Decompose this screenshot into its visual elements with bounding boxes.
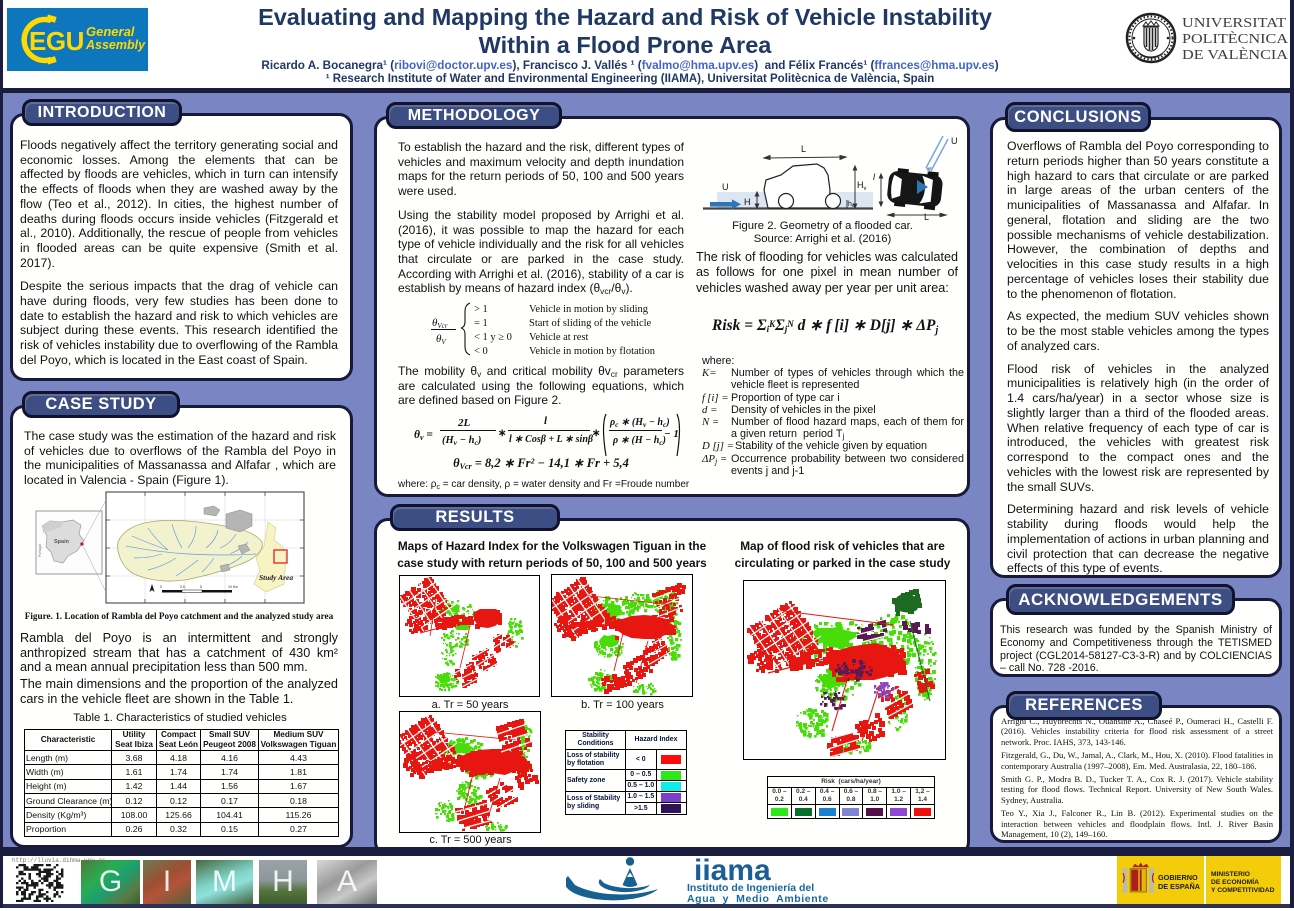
- svg-text:ρc ∗ (Hv − hc): ρc ∗ (Hv − hc): [609, 417, 670, 429]
- svg-text:UNIVERSITAT: UNIVERSITAT: [1182, 16, 1287, 31]
- svg-text:0: 0: [160, 585, 162, 589]
- svg-text:Y COMPETITIVIDAD: Y COMPETITIVIDAD: [1211, 887, 1275, 894]
- svg-text:ρ ∗ (H − hc): ρ ∗ (H − hc): [612, 435, 666, 447]
- svg-text:< 0: < 0: [474, 346, 488, 357]
- svg-text:hc: hc: [848, 201, 855, 209]
- svg-text:− 1: − 1: [664, 428, 679, 440]
- svg-text:Assembly: Assembly: [85, 38, 146, 52]
- svg-text:θv =: θv =: [414, 429, 433, 442]
- svg-text:General: General: [86, 24, 135, 39]
- svg-text:∗: ∗: [592, 428, 600, 439]
- svg-text:Spain: Spain: [54, 539, 70, 545]
- svg-text:l: l: [873, 172, 876, 182]
- svg-text:5: 5: [200, 585, 202, 589]
- svg-text:H: H: [744, 197, 751, 207]
- svg-text:> 1: > 1: [474, 304, 488, 315]
- svg-text:DE ECONOMÍA: DE ECONOMÍA: [1211, 877, 1259, 886]
- svg-text:< 1 y ≥ 0: < 1 y ≥ 0: [474, 332, 512, 343]
- svg-text:2L: 2L: [457, 417, 471, 429]
- svg-text:DE ESPAÑA: DE ESPAÑA: [1158, 882, 1201, 891]
- svg-text:L: L: [924, 212, 929, 220]
- svg-text:EGU: EGU: [29, 26, 84, 56]
- svg-text:l ∗ Cosβ + L ∗ sinβ: l ∗ Cosβ + L ∗ sinβ: [509, 434, 594, 445]
- svg-text:Vehicle in motion by sliding: Vehicle in motion by sliding: [529, 304, 649, 315]
- svg-text:Vehicle at rest: Vehicle at rest: [529, 332, 589, 343]
- svg-text:Study Area: Study Area: [259, 573, 293, 582]
- svg-text:β: β: [912, 184, 917, 195]
- svg-text:DE VALÈNCIA: DE VALÈNCIA: [1182, 46, 1289, 63]
- svg-text:∗: ∗: [498, 428, 506, 439]
- svg-text:L: L: [801, 144, 806, 154]
- svg-text:= 1: = 1: [474, 318, 488, 329]
- svg-text:10 Km: 10 Km: [228, 585, 238, 589]
- svg-text:θV: θV: [436, 333, 446, 346]
- svg-text:Portugal: Portugal: [38, 544, 42, 557]
- svg-text:l: l: [544, 415, 548, 427]
- svg-text:POLITÈCNICA: POLITÈCNICA: [1182, 30, 1289, 47]
- svg-text:MINISTERIO: MINISTERIO: [1211, 871, 1250, 878]
- svg-text:GOBIERNO: GOBIERNO: [1158, 873, 1198, 882]
- svg-text:Hv: Hv: [857, 180, 867, 192]
- svg-text:(Hv − hc): (Hv − hc): [442, 435, 481, 447]
- svg-text:U: U: [951, 136, 958, 146]
- svg-text:θVcr: θVcr: [432, 317, 448, 330]
- svg-text:2.5: 2.5: [180, 585, 185, 589]
- svg-text:Start of sliding of the vehicl: Start of sliding of the vehicle: [529, 318, 652, 329]
- svg-text:U: U: [722, 182, 729, 192]
- svg-text:Vehicle in motion by flotation: Vehicle in motion by flotation: [529, 346, 656, 357]
